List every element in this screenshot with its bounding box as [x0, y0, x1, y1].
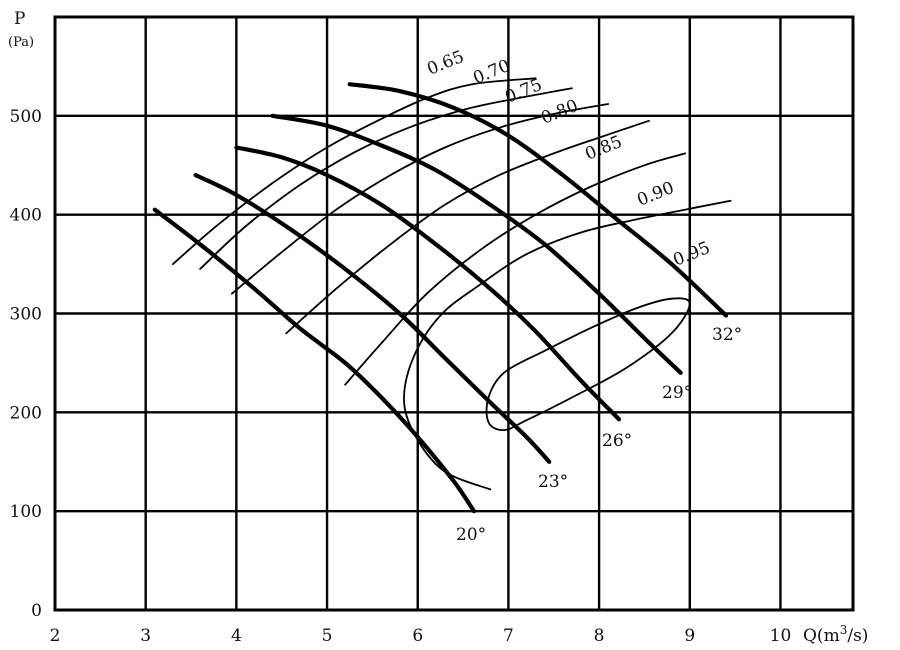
blade-angle-label-32deg: 32° — [712, 325, 742, 345]
efficiency-label-0.90: 0.90 — [634, 178, 677, 211]
efficiency-curve-0.75 — [230, 103, 610, 295]
blade-angle-label-20deg: 20° — [456, 525, 486, 545]
x-tick-label: 3 — [140, 626, 151, 646]
efficiency-curve-0.95 — [485, 297, 691, 432]
x-tick-label: 5 — [322, 626, 333, 646]
curve-labels: 0.65 0.700.750.800.850.900.9520°23°26°29°… — [424, 47, 742, 545]
y-axis-title: P — [14, 9, 25, 29]
efficiency-curve-0.90 — [403, 199, 732, 491]
x-tick-label: 7 — [503, 626, 514, 646]
x-tick-label: 9 — [684, 626, 695, 646]
y-tick-label: 0 — [31, 601, 42, 621]
efficiency-curve-0.85 — [344, 152, 687, 386]
efficiency-label-0.70: 0.70 — [470, 56, 513, 89]
x-axis-title: Q(m3/s) — [803, 623, 868, 646]
y-tick-label: 500 — [10, 107, 42, 127]
y-tick-label: 400 — [10, 206, 42, 226]
x-tick-label: 8 — [594, 626, 605, 646]
efficiency-label-0.65: 0.65 — [424, 47, 467, 80]
x-tick-label: 4 — [231, 626, 242, 646]
x-axis-title-tail: /s) — [847, 626, 868, 646]
efficiency-label-0.95: 0.95 — [670, 238, 713, 271]
efficiency-curve-0.65 — [172, 77, 537, 265]
y-axis-unit: (Pa) — [8, 35, 34, 50]
blade-angle-curve-29deg — [270, 113, 683, 375]
efficiency-label-0.85: 0.85 — [582, 132, 625, 165]
grid — [53, 15, 855, 612]
plot-frame — [53, 15, 855, 612]
blade-angle-curve-26deg — [234, 145, 622, 422]
efficiency-curves — [172, 77, 732, 491]
blade-angle-label-29deg: 29° — [662, 383, 692, 403]
efficiency-curve-0.80 — [285, 119, 650, 335]
x-tick-label: 2 — [50, 626, 61, 646]
y-tick-label: 300 — [10, 305, 42, 325]
blade-angle-label-26deg: 26° — [602, 431, 632, 451]
x-tick-label: 6 — [412, 626, 423, 646]
blade-angle-curve-23deg — [193, 173, 552, 464]
efficiency-label-0.80: 0.80 — [538, 96, 581, 129]
blade-angle-curve-20deg — [152, 207, 477, 514]
y-tick-label: 200 — [10, 403, 42, 423]
efficiency-curve-0.70 — [199, 87, 573, 270]
blade-angle-curves — [152, 82, 729, 514]
x-axis-title-base: Q(m — [803, 626, 840, 646]
x-axis-title-sup: 3 — [840, 623, 848, 637]
y-tick-label: 100 — [10, 502, 42, 522]
blade-angle-curve-32deg — [347, 82, 729, 318]
x-tick-label: 10 — [770, 626, 792, 646]
blade-angle-label-23deg: 23° — [538, 472, 568, 492]
